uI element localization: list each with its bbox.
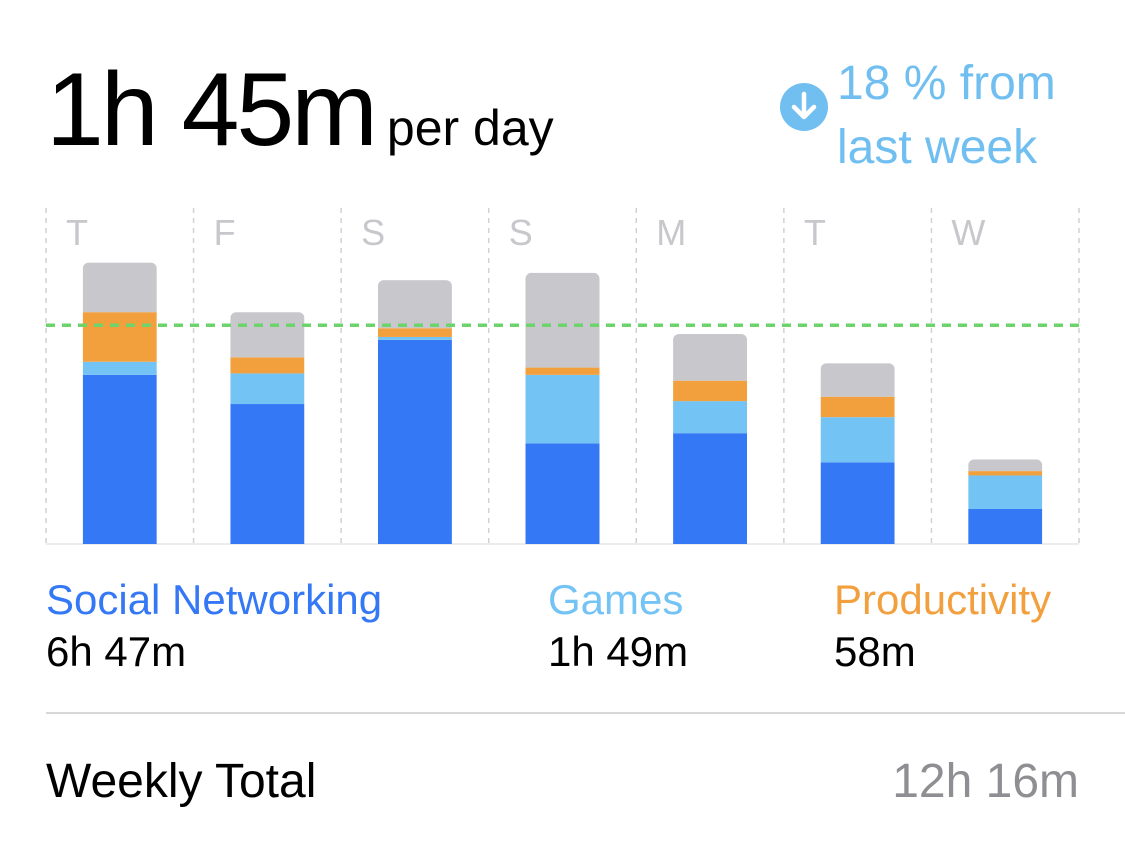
bar-segment-productivity: [377, 328, 452, 337]
daily-average-unit: per day: [386, 100, 554, 156]
bar-segment-productivity: [673, 380, 748, 402]
daily-average: 1h 45m per day: [46, 58, 554, 162]
bar-segment-productivity: [230, 357, 305, 374]
bar-segment-games: [820, 417, 895, 463]
bar-segment-productivity: [968, 471, 1043, 476]
bar-segment-games: [525, 374, 600, 444]
bar-segment-other: [673, 334, 748, 381]
divider: [46, 712, 1125, 714]
bar-segment-social: [230, 404, 305, 544]
bar-segment-other: [82, 262, 157, 313]
bar-segment-social: [525, 443, 600, 544]
bar-segment-other: [230, 312, 305, 358]
bar-segment-social: [377, 339, 452, 544]
day-label: T: [804, 212, 826, 253]
bar-segment-other: [377, 280, 452, 329]
day-label: W: [951, 212, 985, 253]
legend-games-label: Games: [548, 576, 684, 623]
legend-productivity-value: 58m: [834, 628, 916, 675]
bar-segment-other: [968, 459, 1043, 472]
bar-segment-games: [673, 401, 748, 434]
legend-productivity-label: Productivity: [834, 576, 1052, 623]
weekly-change-line2: last week: [837, 121, 1038, 174]
bar-segment-productivity: [525, 367, 600, 375]
day-bar: [377, 280, 452, 544]
bar-segment-social: [673, 433, 748, 544]
bar-segment-games: [968, 475, 1043, 510]
bar-segment-social: [82, 374, 157, 544]
day-label: M: [656, 212, 686, 253]
bar-segment-productivity: [82, 312, 157, 362]
legend-games: Games 1h 49m: [548, 574, 688, 678]
legend-social-networking-value: 6h 47m: [46, 628, 187, 675]
legend-social-networking-label: Social Networking: [46, 576, 383, 623]
daily-average-value: 1h 45m: [46, 52, 378, 168]
weekly-total-value: 12h 16m: [892, 755, 1079, 808]
bar-segment-games: [377, 336, 452, 340]
weekly-change-text: 18 % from last week: [837, 52, 1056, 180]
arrow-down-circle-icon: [780, 83, 828, 131]
day-label: T: [66, 212, 88, 253]
day-bar: [820, 363, 895, 544]
bar-segment-games: [230, 373, 305, 405]
weekly-change-line1: 18 % from: [837, 57, 1056, 110]
legend-games-value: 1h 49m: [548, 628, 689, 675]
day-bar: [968, 459, 1043, 544]
bar-segment-other: [525, 272, 600, 368]
bar-segment-social: [820, 462, 895, 544]
legend-social-networking: Social Networking 6h 47m: [46, 574, 382, 678]
day-bar: [82, 262, 157, 544]
day-label: F: [214, 212, 236, 253]
weekly-total-label: Weekly Total: [46, 755, 317, 808]
day-label: S: [361, 212, 385, 253]
legend-productivity: Productivity 58m: [834, 574, 1051, 678]
day-bar: [230, 312, 305, 544]
bar-segment-games: [82, 361, 157, 375]
day-bar: [525, 272, 600, 544]
bar-segment-social: [968, 509, 1043, 544]
day-label: S: [509, 212, 533, 253]
bar-segment-productivity: [820, 396, 895, 418]
bar-segment-other: [820, 363, 895, 397]
day-bar: [673, 334, 748, 544]
